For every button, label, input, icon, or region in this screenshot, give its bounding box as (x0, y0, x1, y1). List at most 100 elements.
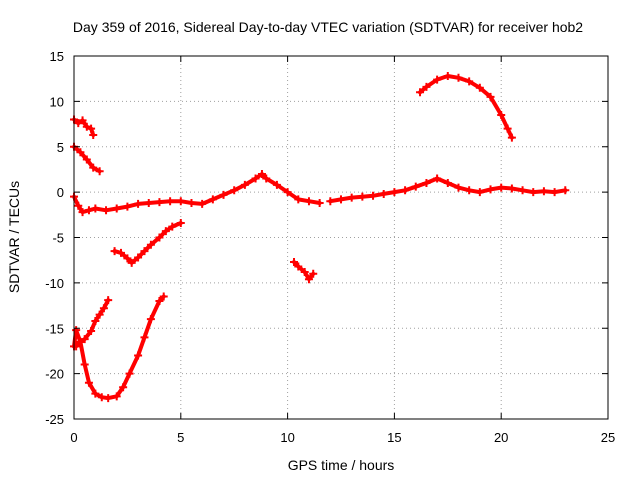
data-point (72, 326, 81, 335)
data-point (95, 167, 104, 176)
series-arc-2 (70, 142, 104, 176)
data-point (337, 195, 345, 204)
data-point (87, 124, 96, 133)
data-point (422, 179, 431, 188)
data-point (315, 199, 324, 208)
data-point (503, 124, 512, 133)
series-line (72, 294, 166, 401)
data-point (422, 82, 431, 91)
data-point (401, 186, 410, 195)
data-point (134, 199, 143, 208)
series-arc-7 (290, 258, 318, 284)
data-point (262, 174, 271, 183)
data-point (104, 296, 113, 305)
data-point (507, 184, 516, 193)
data-point (518, 186, 527, 195)
data-point (443, 71, 452, 80)
data-point (379, 189, 388, 198)
data-point (112, 204, 121, 213)
series-arc-9 (416, 71, 516, 142)
axis-ticks: 0 5 10 15 20 25 -25 -20 -15 -10 -5 0 5 10 15 (45, 49, 615, 445)
data-point (347, 193, 356, 202)
data-point (84, 206, 93, 215)
data-point (166, 197, 175, 206)
data-point (433, 75, 442, 84)
data-point (76, 337, 85, 346)
grid-lines (74, 56, 608, 419)
data-point (74, 201, 83, 210)
x-axis-label: GPS time / hours (288, 457, 395, 473)
data-point (125, 369, 134, 378)
data-point (140, 247, 149, 256)
data-point (89, 163, 98, 172)
data-point (187, 199, 196, 208)
y-tick-label: -15 (45, 321, 64, 336)
data-point (465, 186, 474, 195)
data-point (326, 197, 335, 206)
x-tick-label: 0 (70, 430, 77, 445)
data-point (84, 378, 93, 387)
data-point (87, 326, 96, 335)
data-point (561, 186, 570, 195)
data-point (304, 275, 313, 284)
data-point (134, 253, 143, 262)
y-tick-label: -20 (45, 367, 64, 382)
data-point (146, 240, 155, 249)
y-tick-label: -5 (52, 231, 64, 246)
y-tick-label: 10 (50, 94, 64, 109)
data-point (465, 77, 474, 86)
data-point (507, 133, 516, 142)
data-point (95, 310, 104, 319)
data-point (80, 360, 89, 369)
data-point (159, 292, 168, 301)
data-point (176, 218, 185, 227)
data-point (309, 269, 318, 278)
data-point (251, 174, 260, 183)
data-point (155, 297, 164, 306)
y-axis-label: SDTVAR / TECUs (6, 181, 22, 293)
data-point (91, 316, 100, 325)
data-point (497, 110, 506, 119)
series-line (72, 172, 322, 215)
data-point (91, 389, 100, 398)
data-point (219, 190, 228, 199)
data-point (486, 92, 495, 101)
data-point (146, 315, 155, 324)
data-point (144, 199, 153, 208)
data-point (127, 258, 136, 267)
data-point (99, 304, 108, 313)
data-point (74, 119, 83, 128)
data-point (102, 206, 111, 215)
y-tick-label: 0 (57, 185, 64, 200)
data-point (80, 335, 89, 344)
data-point (123, 202, 132, 211)
data-point (140, 333, 149, 342)
y-tick-label: -10 (45, 276, 64, 291)
data-point (104, 394, 113, 403)
data-point (304, 197, 313, 206)
data-point (119, 383, 128, 392)
data-point (486, 185, 495, 194)
data-point (454, 183, 463, 192)
data-point (454, 73, 463, 82)
data-point (161, 227, 170, 236)
y-tick-label: 5 (57, 140, 64, 155)
data-point (390, 188, 399, 197)
x-tick-label: 15 (387, 430, 401, 445)
series-arc-4 (110, 218, 185, 267)
data-point (76, 148, 85, 157)
data-point (443, 179, 452, 188)
series-arc-8 (326, 174, 570, 206)
data-point (91, 204, 100, 213)
data-point (123, 254, 132, 263)
data-point (294, 262, 303, 271)
data-point (155, 233, 164, 242)
data-point (89, 130, 98, 139)
data-point (497, 183, 506, 192)
x-tick-label: 10 (280, 430, 294, 445)
data-point (78, 116, 87, 125)
data-point (550, 188, 559, 197)
data-point (529, 188, 538, 197)
